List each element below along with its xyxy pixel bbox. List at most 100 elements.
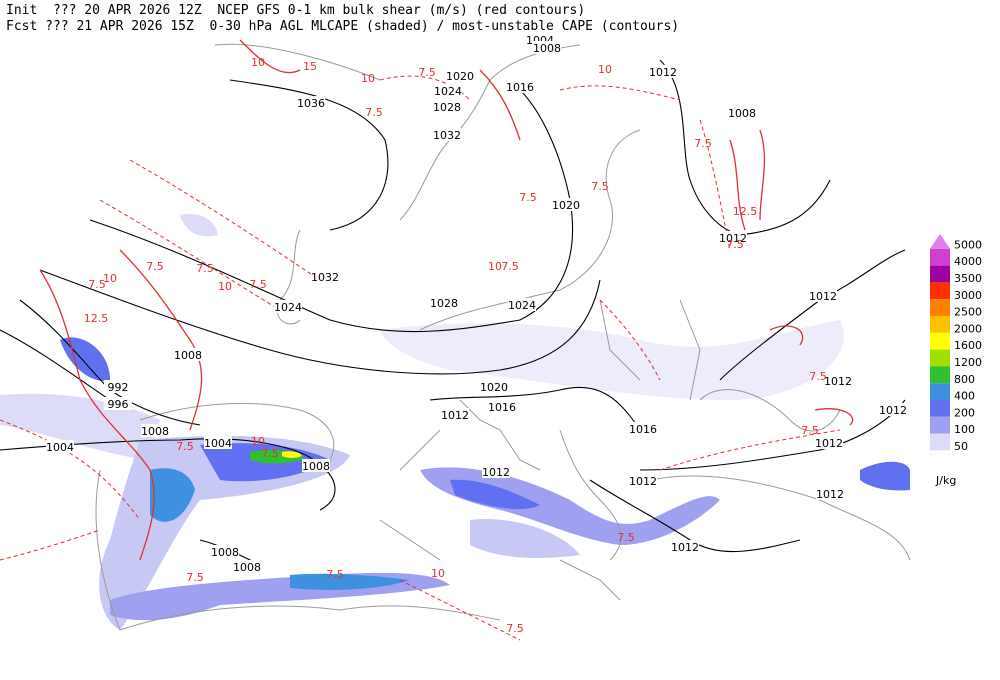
shear-label: 10 (488, 260, 502, 273)
shear-label: 7.5 (617, 531, 635, 544)
isobar-label: 1012 (671, 541, 699, 554)
contour-labels: 1004 1008 1020 1016 1024 1012 1028 1036 1032 1008… (46, 33, 907, 635)
shear-label: 7.5 (249, 278, 267, 291)
isobar-label: 1016 (629, 423, 657, 436)
shear-label: 7.5 (176, 440, 194, 453)
isobar-label: 1008 (211, 546, 239, 559)
label-bg (482, 465, 510, 478)
label-bg (649, 65, 677, 78)
label-bg (816, 487, 844, 500)
cape-area (470, 519, 580, 558)
colorbar-unit: J/kg (935, 474, 956, 487)
label-bg (274, 300, 302, 313)
isobar-label: 1012 (649, 66, 677, 79)
isobar-label: 1012 (815, 437, 843, 450)
isobar-label: 1008 (533, 42, 561, 55)
shear-contours (0, 39, 854, 641)
colorbar-box (930, 316, 950, 333)
shear-contour (0, 75, 841, 641)
label-bg (233, 560, 261, 573)
isobar-label: 1008 (233, 561, 261, 574)
shear-label: 7.5 (365, 106, 383, 119)
label-bg (302, 459, 330, 472)
isobar-label: 1028 (433, 101, 461, 114)
cape-shading (0, 213, 910, 630)
shear-label: 7.5 (418, 66, 436, 79)
label-bg (104, 397, 132, 410)
cape-area (180, 213, 218, 237)
isobar-label: 1004 (204, 437, 232, 450)
label-bg (433, 100, 461, 113)
isobar-label: 1012 (441, 409, 469, 422)
isobar-label: 1012 (482, 466, 510, 479)
isobar-label: 1024 (274, 301, 302, 314)
label-bg (211, 545, 239, 558)
shear-label: 7.5 (809, 370, 827, 383)
colorbar-box (930, 416, 950, 434)
shear-label: 7.5 (801, 424, 819, 437)
isobar-label: 996 (108, 398, 129, 411)
colorbar-box (930, 383, 950, 400)
label-bg (433, 128, 461, 141)
shear-label: 7.5 (506, 622, 524, 635)
label-bg (671, 540, 699, 553)
coastline (95, 43, 911, 631)
colorbar-box (930, 282, 950, 300)
shear-label: 7.5 (88, 278, 106, 291)
isobar-label: 1016 (488, 401, 516, 414)
isobar-label: 1024 (434, 85, 462, 98)
colorbar-box (930, 265, 950, 283)
label-bg (488, 400, 516, 413)
colorbar-arrow (930, 234, 950, 249)
isobar-label: 1020 (446, 70, 474, 83)
colorbar-label: 800 (954, 373, 975, 386)
cape-area (380, 320, 844, 400)
isobar-label: 1028 (430, 297, 458, 310)
isobar-label: 1012 (719, 232, 747, 245)
colorbar-box (930, 248, 950, 266)
label-bg (174, 348, 202, 361)
colorbar-label: 2000 (954, 322, 982, 335)
colorbar-box (930, 349, 950, 367)
colorbar-box (930, 299, 950, 316)
isobar-label: 1012 (809, 290, 837, 303)
shear-label: 7.5 (726, 238, 744, 251)
cape-area (290, 573, 410, 590)
shear-label: 7.5 (196, 262, 214, 275)
colorbar-label: 4000 (954, 255, 982, 268)
colorbar-box (930, 332, 950, 350)
label-bg (480, 380, 508, 393)
colorbar-label: 1600 (954, 339, 982, 352)
isobar-label: 1012 (816, 488, 844, 501)
shear-label: 7.5 (261, 447, 279, 460)
shear-label: 10 (251, 435, 265, 448)
cape-area (150, 468, 195, 522)
shear-contour (39, 39, 854, 561)
label-bg (815, 436, 843, 449)
isobar-label: 1024 (508, 299, 536, 312)
colorbar-label: 50 (954, 440, 968, 453)
isobar-label: 1012 (879, 404, 907, 417)
shear-label: 10 (103, 272, 117, 285)
shear-label: 7.5 (501, 260, 519, 273)
isobar-label: 1032 (433, 129, 461, 142)
label-bg (629, 474, 657, 487)
shear-label: 12.5 (84, 312, 109, 325)
colorbar-label: 200 (954, 406, 975, 419)
colorbar-label: 3500 (954, 272, 982, 285)
cape-area (0, 393, 160, 460)
label-bg (533, 41, 561, 54)
shear-label: 15 (303, 60, 317, 73)
shear-label: 10 (431, 567, 445, 580)
colorbar-label: 5000 (954, 238, 982, 251)
isobar-label: 1012 (629, 475, 657, 488)
colorbar-label: 2500 (954, 306, 982, 319)
cape-area (450, 479, 540, 510)
isobar-label: 1008 (302, 460, 330, 473)
colorbar-box (930, 366, 950, 384)
shear-label: 7.5 (591, 180, 609, 193)
isobar-label: 1020 (552, 199, 580, 212)
colorbar-label: 1200 (954, 356, 982, 369)
shear-label: 7.5 (186, 571, 204, 584)
